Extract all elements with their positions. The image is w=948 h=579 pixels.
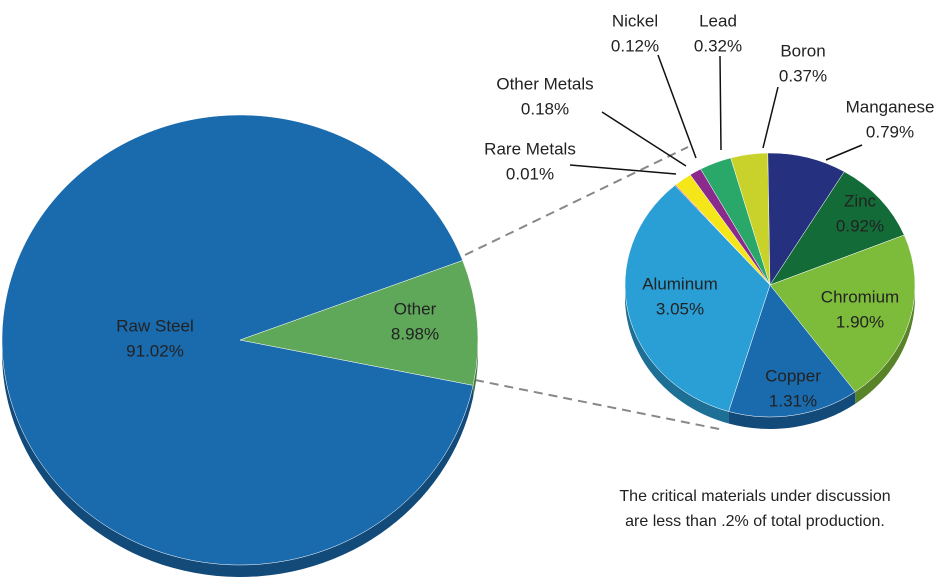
pie-slices [1,114,479,566]
slice-value-label: 0.18% [521,99,569,118]
slice-side [473,340,478,398]
slice-value-label: 0.37% [779,66,827,85]
slice-value-label: 8.98% [391,324,439,343]
pie-slice [239,260,479,386]
leader-line [569,164,677,175]
slice-label: Raw Steel [116,316,193,335]
slice-value-label: 1.90% [836,312,884,331]
slice-side [625,285,729,424]
leader-line [657,54,697,159]
slice-value-label: 0.32% [694,36,742,55]
slice-value-label: 0.12% [611,36,659,55]
slice-value-label: 0.92% [836,216,884,235]
slice-value-label: 91.02% [126,341,184,360]
slice-value-label: 0.79% [866,122,914,141]
pie-sides [2,340,478,578]
slice-label: Aluminum [642,274,718,293]
pie-sides [625,285,915,429]
slice-label: Manganese [846,97,935,116]
slice-label: Chromium [821,287,899,306]
leader-line [601,111,687,167]
pie-slice [728,284,856,418]
slice-label: Zinc [844,191,877,210]
slice-label: Rare Metals [484,139,576,158]
slice-label: Copper [765,366,821,385]
leader-line [825,144,863,161]
connector [464,146,689,256]
annotation: are less than .2% of total production. [625,513,885,530]
slice-value-label: 1.31% [769,391,817,410]
pie-slice [769,234,916,393]
pie-slices [624,152,916,418]
annotation: The critical materials under discussion [619,488,890,505]
connector [474,379,725,431]
slice-label: Nickel [612,11,658,30]
slice-label: Other Metals [496,74,593,93]
slice-label: Boron [780,41,825,60]
slice-label: Lead [699,11,737,30]
slice-side [855,285,915,404]
slice-value-label: 3.05% [656,299,704,318]
pie-slice [769,171,905,286]
slice-value-label: 0.01% [506,164,554,183]
slice-side [728,391,856,429]
pie-slice [1,114,474,566]
leader-line [719,55,722,151]
leader-line [762,86,779,149]
pie-slice [624,185,771,412]
slice-label: Other [394,299,437,318]
